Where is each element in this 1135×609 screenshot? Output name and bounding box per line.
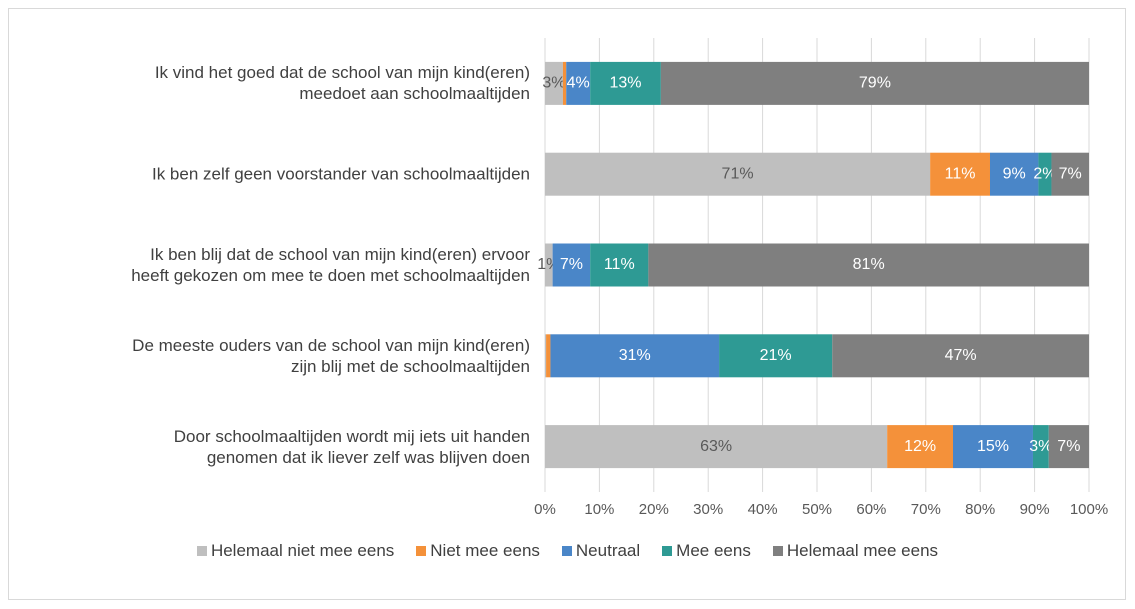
legend-label: Neutraal [575,541,641,560]
category-label: Ik ben blij dat de school van mijn kind(… [131,245,530,285]
legend-item: Helemaal niet mee eens [196,541,395,561]
legend-swatch [196,546,207,556]
bar-segment [1032,425,1049,469]
x-tick-label: 100% [1070,501,1108,518]
data-label: 47% [945,347,977,364]
data-label: 7% [1059,165,1082,182]
bar-segment [545,152,931,196]
legend-item: Niet mee eens [416,541,540,561]
legend-swatch [662,546,673,556]
data-label: 71% [722,165,754,182]
data-label: 11% [604,256,635,273]
bar-segment [1051,152,1089,196]
data-label: 63% [700,438,732,455]
bar-segment [545,61,563,105]
data-label: 81% [853,256,885,273]
bar-segment [832,334,1089,378]
legend-label: Mee eens [676,541,751,560]
x-tick-label: 50% [802,501,832,518]
legend-label: Helemaal niet mee eens [210,541,395,560]
data-label: 12% [904,438,936,455]
x-tick-label: 90% [1020,501,1050,518]
bar-segment [1038,152,1052,196]
x-tick-label: 30% [693,501,723,518]
bar-segment [590,61,661,105]
legend-item: Mee eens [662,541,751,561]
data-label: 3% [542,75,565,92]
data-label: 4% [567,75,590,92]
data-label: 79% [859,75,891,92]
legend-label: Helemaal mee eens [786,541,939,560]
bar-segment [566,61,591,105]
bar-segment [550,334,720,378]
legend: Helemaal niet mee eens Niet mee eens Neutr… [0,541,1135,561]
legend-label: Niet mee eens [430,541,540,560]
bar-segment [545,243,553,287]
bar-segment [887,425,953,469]
data-label: 15% [977,438,1009,455]
bar-segment [545,425,888,469]
bar-segment [953,425,1033,469]
category-label: Door schoolmaaltijden wordt mij iets uit… [173,426,530,467]
x-tick-label: 10% [584,501,614,518]
bar-segment [1048,425,1089,469]
category-label: Ik vind het goed dat de school van mijn … [154,63,530,104]
bar-segment [546,334,551,378]
data-label: 31% [619,347,651,364]
data-label: 21% [760,347,792,364]
x-tick-label: 40% [748,501,778,518]
x-tick-label: 20% [639,501,669,518]
bar-segment [660,61,1089,105]
x-tick-label: 60% [856,501,886,518]
x-tick-label: 70% [911,501,941,518]
data-label: 11% [945,165,976,182]
bar-segment [562,61,567,105]
bar-segment [989,152,1039,196]
data-label: 9% [1003,165,1026,182]
x-tick-label: 0% [534,501,556,518]
legend-item: Neutraal [561,541,641,561]
bar-segment [590,243,649,287]
category-label: Ik ben zelf geen voorstander van schoolm… [151,164,530,184]
x-tick-label: 80% [965,501,995,518]
bar-segment [552,243,591,287]
data-label: 13% [609,75,641,92]
legend-item: Helemaal mee eens [772,541,939,561]
bar-segment [930,152,990,196]
bar-segment [545,334,547,378]
bar-segment [719,334,833,378]
legend-swatch [561,546,572,556]
data-label: 3% [1029,438,1052,455]
legend-swatch [416,546,427,556]
data-label: 2% [1033,165,1056,182]
bar-segment [648,243,1089,287]
data-label: 7% [560,256,583,273]
chart-frame [8,8,1126,600]
category-label: De meeste ouders van de school van mijn … [132,335,530,376]
legend-swatch [772,546,783,556]
data-label: 7% [1057,438,1080,455]
